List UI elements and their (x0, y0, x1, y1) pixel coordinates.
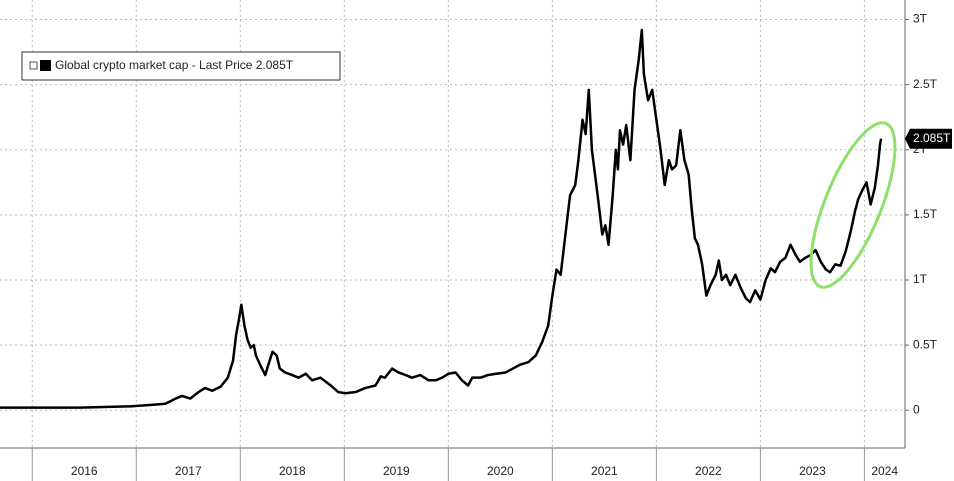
x-tick-label: 2023 (799, 464, 826, 478)
line-series (0, 28, 883, 409)
legend-toggle (29, 61, 38, 70)
last-price-tag: 2.085T (905, 128, 952, 149)
y-tick-label: 0 (913, 402, 920, 416)
x-tick-label: 2016 (71, 464, 98, 478)
y-tick-label: 0.5T (913, 337, 938, 351)
last-price-label: 2.085T (913, 131, 951, 145)
x-tick-label: 2020 (487, 464, 514, 478)
legend-label: Global crypto market cap - Last Price 2.… (55, 58, 294, 72)
x-tick-label: 2018 (279, 464, 306, 478)
x-tick-label: 2017 (175, 464, 202, 478)
last-price-box (905, 128, 952, 149)
x-tick-label: 2021 (591, 464, 618, 478)
plot (0, 28, 883, 409)
legend: Global crypto market cap - Last Price 2.… (21, 51, 341, 81)
x-tick-label: 2024 (871, 464, 898, 478)
y-tick-label: 2.5T (913, 77, 938, 91)
x-tick-label: 2019 (383, 464, 410, 478)
x-tick-label: 2022 (695, 464, 722, 478)
grid (0, 0, 905, 448)
legend-swatch (40, 60, 51, 71)
legend-box (21, 51, 341, 81)
y-tick-label: 1T (913, 272, 928, 286)
highlight-ellipse (809, 121, 897, 289)
y-tick-label: 1.5T (913, 207, 938, 221)
y-tick-label: 3T (913, 12, 928, 26)
